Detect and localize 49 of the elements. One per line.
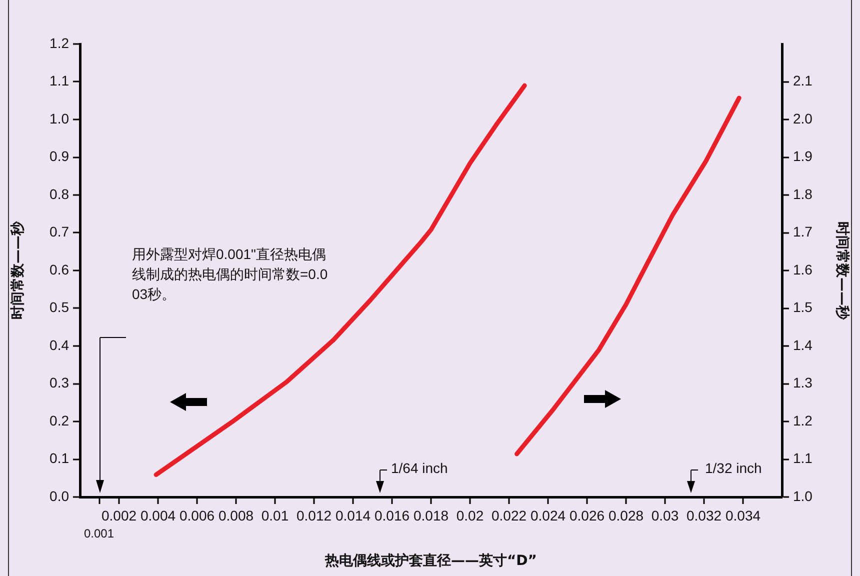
- x-tick-label: 0.018: [413, 507, 449, 524]
- y2-tick-label: 1.6: [793, 261, 813, 278]
- y-axis-title: 时间常数——秒: [10, 220, 26, 320]
- text: 0.001: [84, 526, 114, 540]
- y-tick-label: 0.0: [50, 488, 70, 504]
- x-tick-label: 0.026: [569, 507, 605, 524]
- y2-tick-label: 1.1: [793, 450, 813, 466]
- x-tick-label: 0.004: [140, 507, 176, 524]
- x-tick-label: 0.012: [296, 507, 332, 524]
- y-tick-label: 0.2: [50, 412, 70, 428]
- y2-tick-label: 1.0: [793, 488, 813, 504]
- annotation: 用外露型对焊0.001"直径热电偶线制成的热电偶的时间常数=0.003秒。: [132, 246, 328, 302]
- annotation: 1/64 inch: [391, 460, 448, 476]
- y-tick-label: 0.1: [50, 450, 70, 466]
- x-tick-label: 0.022: [491, 507, 527, 524]
- y-tick-label: 0.6: [50, 261, 70, 278]
- x-tick-label: 0.008: [218, 507, 254, 524]
- y-tick-label: 1.2: [50, 34, 70, 51]
- y2-tick-label: 1.2: [793, 412, 813, 428]
- y-tick-label: 0.7: [50, 224, 70, 240]
- y2-tick-label: 2.1: [793, 72, 813, 89]
- x-tick-label: 0.024: [530, 507, 566, 524]
- y-tick-label: 0.8: [50, 186, 70, 202]
- x-tick-label: 0.032: [686, 507, 722, 524]
- x-tick-label: 0.03: [651, 507, 679, 524]
- y2-tick-label: 1.5: [793, 299, 813, 316]
- y2-tick-label: 1.4: [793, 336, 813, 353]
- y2-tick-label: 2.0: [793, 110, 813, 126]
- x-tick-label: 0.028: [608, 507, 644, 524]
- y-tick-label: 0.4: [50, 336, 70, 353]
- y-tick-label: 0.5: [50, 299, 70, 316]
- x-tick-label: 0.014: [335, 507, 371, 524]
- y-tick-label: 0.9: [50, 148, 70, 164]
- x-tick-label: 0.01: [261, 507, 289, 524]
- y2-tick-label: 1.9: [793, 148, 813, 164]
- annotation: 1/32 inch: [705, 460, 762, 476]
- y-tick-label: 0.3: [50, 374, 70, 391]
- y2-axis-title: 时间常数——秒: [834, 222, 850, 320]
- y-tick-label: 1.0: [50, 110, 70, 126]
- y2-tick-label: 1.7: [793, 224, 813, 240]
- x-tick-label: 0.016: [374, 507, 410, 524]
- x-axis-title: 热电偶线或护套直径——英寸“D”: [324, 552, 538, 570]
- x-tick-label: 0.002: [101, 507, 137, 524]
- x-tick-label: 0.034: [725, 507, 761, 524]
- x-tick-label: 0.02: [456, 507, 484, 524]
- x-tick-label: 0.006: [179, 507, 215, 524]
- y-tick-label: 1.1: [50, 72, 70, 89]
- y2-tick-label: 1.8: [793, 186, 813, 202]
- y2-tick-label: 1.3: [793, 374, 813, 391]
